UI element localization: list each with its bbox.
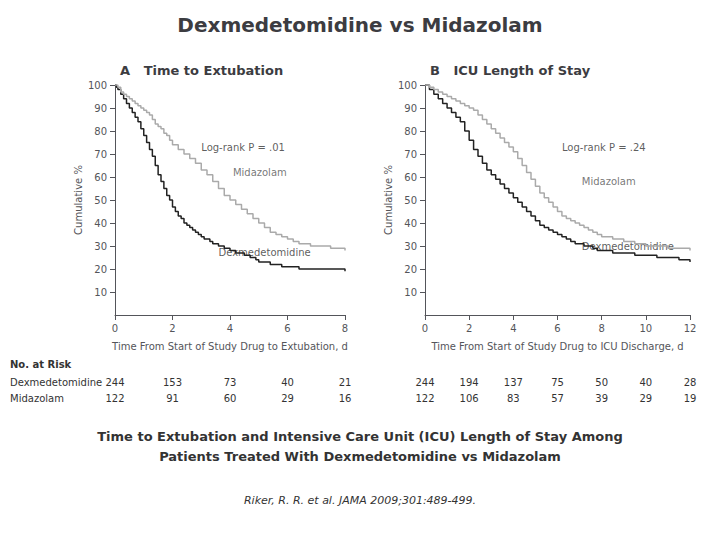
svg-text:50: 50 bbox=[595, 377, 608, 388]
svg-text:40: 40 bbox=[94, 218, 107, 229]
svg-text:A Time to Extubation: A Time to Extubation bbox=[120, 63, 283, 78]
svg-text:57: 57 bbox=[551, 393, 564, 404]
svg-text:16: 16 bbox=[339, 393, 352, 404]
svg-text:21: 21 bbox=[339, 377, 352, 388]
svg-text:100: 100 bbox=[88, 80, 107, 91]
svg-text:40: 40 bbox=[281, 377, 294, 388]
svg-text:40: 40 bbox=[404, 218, 417, 229]
svg-text:10: 10 bbox=[404, 287, 417, 298]
svg-text:Time From Start of Study Drug: Time From Start of Study Drug to ICU Dis… bbox=[430, 341, 683, 352]
svg-text:20: 20 bbox=[94, 264, 107, 275]
svg-text:Dexmedetomidine: Dexmedetomidine bbox=[219, 247, 311, 258]
svg-text:90: 90 bbox=[404, 103, 417, 114]
svg-text:30: 30 bbox=[404, 241, 417, 252]
svg-text:106: 106 bbox=[460, 393, 479, 404]
svg-text:30: 30 bbox=[94, 241, 107, 252]
svg-text:Log-rank P = .01: Log-rank P = .01 bbox=[201, 142, 285, 153]
svg-text:39: 39 bbox=[595, 393, 608, 404]
svg-text:28: 28 bbox=[684, 377, 697, 388]
svg-text:122: 122 bbox=[105, 393, 124, 404]
svg-text:194: 194 bbox=[460, 377, 479, 388]
svg-text:19: 19 bbox=[684, 393, 697, 404]
svg-text:90: 90 bbox=[94, 103, 107, 114]
svg-text:6: 6 bbox=[554, 323, 560, 334]
svg-text:6: 6 bbox=[284, 323, 290, 334]
svg-text:10: 10 bbox=[94, 287, 107, 298]
svg-text:Midazolam: Midazolam bbox=[233, 167, 287, 178]
svg-text:Dexmedetomidine: Dexmedetomidine bbox=[581, 240, 674, 252]
svg-text:0: 0 bbox=[112, 323, 118, 334]
svg-text:No. at Risk: No. at Risk bbox=[10, 359, 72, 370]
svg-text:122: 122 bbox=[415, 393, 434, 404]
svg-text:50: 50 bbox=[404, 195, 417, 206]
svg-text:Riker, R. R. et al. JAMA 2009;: Riker, R. R. et al. JAMA 2009;301:489-49… bbox=[244, 494, 476, 507]
svg-text:60: 60 bbox=[94, 172, 107, 183]
svg-text:75: 75 bbox=[551, 377, 564, 388]
svg-text:73: 73 bbox=[224, 377, 237, 388]
svg-text:Cumulative %: Cumulative % bbox=[383, 165, 394, 235]
svg-text:Cumulative %: Cumulative % bbox=[73, 165, 84, 235]
svg-text:Dexmedetomidine: Dexmedetomidine bbox=[10, 377, 102, 388]
svg-text:20: 20 bbox=[404, 264, 417, 275]
svg-text:Patients Treated With Dexmedet: Patients Treated With Dexmedetomidine vs… bbox=[159, 449, 561, 464]
svg-text:50: 50 bbox=[94, 195, 107, 206]
svg-text:244: 244 bbox=[415, 377, 434, 388]
svg-text:8: 8 bbox=[598, 323, 604, 334]
svg-text:0: 0 bbox=[422, 323, 428, 334]
svg-text:Time From Start of Study Drug: Time From Start of Study Drug to Extubat… bbox=[111, 341, 348, 352]
svg-text:80: 80 bbox=[94, 126, 107, 137]
svg-text:4: 4 bbox=[510, 323, 516, 334]
svg-text:10: 10 bbox=[639, 323, 652, 334]
svg-text:29: 29 bbox=[281, 393, 294, 404]
svg-text:100: 100 bbox=[398, 80, 417, 91]
svg-text:29: 29 bbox=[639, 393, 652, 404]
svg-text:40: 40 bbox=[639, 377, 652, 388]
svg-text:91: 91 bbox=[166, 393, 179, 404]
svg-text:4: 4 bbox=[227, 323, 233, 334]
svg-text:244: 244 bbox=[105, 377, 124, 388]
svg-text:83: 83 bbox=[507, 393, 520, 404]
svg-text:153: 153 bbox=[163, 377, 182, 388]
svg-text:Log-rank P = .24: Log-rank P = .24 bbox=[562, 142, 646, 153]
svg-text:70: 70 bbox=[404, 149, 417, 160]
svg-text:2: 2 bbox=[169, 323, 175, 334]
svg-text:80: 80 bbox=[404, 126, 417, 137]
svg-text:Dexmedetomidine vs Midazolam: Dexmedetomidine vs Midazolam bbox=[177, 13, 542, 37]
svg-text:60: 60 bbox=[224, 393, 237, 404]
svg-text:Midazolam: Midazolam bbox=[582, 176, 636, 187]
svg-text:Midazolam: Midazolam bbox=[10, 393, 64, 404]
svg-text:137: 137 bbox=[504, 377, 523, 388]
svg-text:8: 8 bbox=[342, 323, 348, 334]
svg-text:B ICU Length of Stay: B ICU Length of Stay bbox=[430, 63, 591, 78]
svg-text:60: 60 bbox=[404, 172, 417, 183]
svg-text:12: 12 bbox=[684, 323, 697, 334]
svg-text:2: 2 bbox=[466, 323, 472, 334]
svg-text:Time to Extubation and Intensi: Time to Extubation and Intensive Care Un… bbox=[97, 429, 623, 444]
svg-text:70: 70 bbox=[94, 149, 107, 160]
